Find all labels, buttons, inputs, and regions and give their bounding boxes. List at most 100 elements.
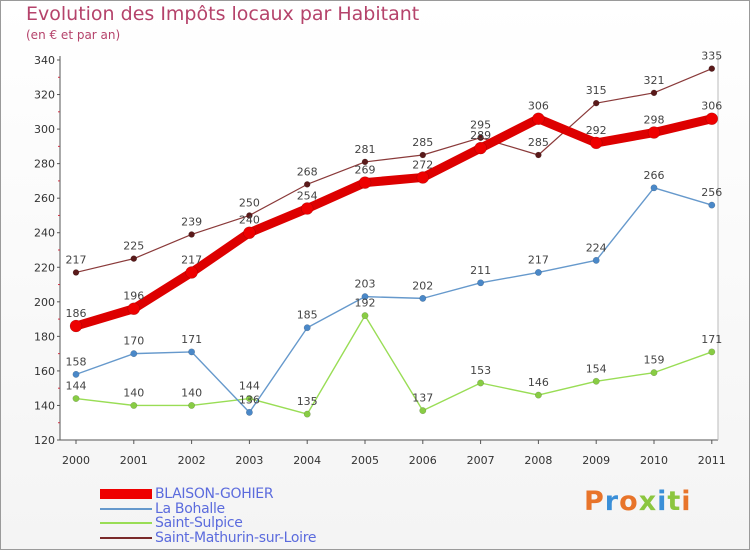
data-point-saint-sulpice xyxy=(534,391,542,399)
logo-letter: i xyxy=(681,486,692,517)
legend-item: Saint-Sulpice xyxy=(100,514,243,531)
data-label-la-bohalle: 170 xyxy=(123,335,144,348)
data-label-saint-sulpice: 154 xyxy=(586,362,607,375)
x-tick-label: 2010 xyxy=(640,454,668,467)
x-tick-label: 2001 xyxy=(120,454,148,467)
data-point-blaison-gohier xyxy=(647,126,661,139)
data-label-saint-mathurin-sur-loire: 217 xyxy=(66,253,87,266)
data-label-la-bohalle: 266 xyxy=(644,169,665,182)
data-point-la-bohalle xyxy=(477,279,485,287)
legend-swatch xyxy=(100,488,152,499)
data-label-la-bohalle: 158 xyxy=(66,355,87,368)
data-label-la-bohalle: 202 xyxy=(412,279,433,292)
data-label-saint-mathurin-sur-loire: 315 xyxy=(586,84,607,97)
plot-area xyxy=(60,60,718,440)
logo-letter: t xyxy=(667,486,682,517)
data-label-blaison-gohier: 289 xyxy=(470,129,491,142)
series-line-la-bohalle xyxy=(75,187,713,414)
legend-label: Saint-Mathurin-sur-Loire xyxy=(155,529,317,546)
data-point-saint-mathurin-sur-loire xyxy=(130,255,138,262)
data-label-saint-mathurin-sur-loire: 225 xyxy=(123,240,144,253)
data-point-saint-mathurin-sur-loire xyxy=(303,181,311,188)
x-tick-label: 2002 xyxy=(178,454,206,467)
data-point-saint-mathurin-sur-loire xyxy=(419,151,427,159)
data-point-saint-sulpice xyxy=(708,348,716,356)
x-tick-label: 2011 xyxy=(698,454,726,467)
data-label-saint-sulpice: 144 xyxy=(66,380,87,393)
data-label-blaison-gohier: 292 xyxy=(586,124,607,137)
data-point-la-bohalle xyxy=(245,408,253,416)
data-point-saint-mathurin-sur-loire xyxy=(477,134,484,141)
legend-item: BLAISON-GOHIER xyxy=(100,486,274,502)
y-tick-label: 240 xyxy=(34,227,55,240)
data-point-saint-mathurin-sur-loire xyxy=(708,65,716,72)
data-label-saint-sulpice: 153 xyxy=(470,364,491,377)
chart-subtitle: (en € et par an) xyxy=(26,28,121,42)
data-label-blaison-gohier: 186 xyxy=(66,307,87,320)
data-point-saint-mathurin-sur-loire xyxy=(650,89,658,97)
logo-letter: P xyxy=(584,486,605,517)
data-label-saint-sulpice: 144 xyxy=(239,380,260,393)
data-point-saint-mathurin-sur-loire xyxy=(188,231,195,238)
data-point-la-bohalle xyxy=(650,184,658,192)
data-point-blaison-gohier xyxy=(300,202,314,215)
logo-letter: i xyxy=(657,486,668,517)
data-label-blaison-gohier: 217 xyxy=(181,253,202,266)
data-point-blaison-gohier xyxy=(589,136,603,150)
legend-swatch xyxy=(100,536,152,539)
y-tick-label: 340 xyxy=(34,54,55,67)
data-label-saint-sulpice: 171 xyxy=(701,333,722,346)
y-tick-label: 280 xyxy=(34,158,55,171)
proxiti-logo: Proxiti xyxy=(584,486,692,517)
data-label-blaison-gohier: 254 xyxy=(297,190,318,203)
x-tick-label: 2009 xyxy=(582,454,610,467)
x-tick-label: 2008 xyxy=(524,454,552,467)
y-tick-label: 320 xyxy=(34,89,55,102)
data-label-saint-sulpice: 137 xyxy=(412,392,433,405)
data-point-la-bohalle xyxy=(188,348,196,356)
x-tick-label: 2003 xyxy=(235,454,263,467)
x-tick-label: 2000 xyxy=(62,454,90,467)
y-tick-label: 300 xyxy=(34,123,55,136)
legend-label: Saint-Sulpice xyxy=(155,514,243,531)
data-label-saint-mathurin-sur-loire: 281 xyxy=(355,143,376,156)
series-line-blaison-gohier xyxy=(71,114,717,331)
data-point-saint-sulpice xyxy=(361,312,369,320)
data-label-la-bohalle: 211 xyxy=(470,264,491,277)
data-label-la-bohalle: 224 xyxy=(586,241,607,254)
data-point-saint-sulpice xyxy=(650,369,658,377)
data-label-blaison-gohier: 269 xyxy=(355,164,376,177)
y-tick-label: 160 xyxy=(34,365,55,378)
data-label-saint-mathurin-sur-loire: 285 xyxy=(412,136,433,149)
data-label-la-bohalle: 136 xyxy=(239,393,260,406)
y-tick-label: 140 xyxy=(34,399,55,412)
logo-letter: r xyxy=(604,486,620,517)
chart-title: Evolution des Impôts locaux par Habitant xyxy=(26,3,420,25)
x-tick-label: 2006 xyxy=(409,454,437,467)
data-label-blaison-gohier: 306 xyxy=(701,100,722,113)
data-label-saint-sulpice: 140 xyxy=(123,386,144,399)
data-point-saint-sulpice xyxy=(303,410,311,418)
data-label-blaison-gohier: 196 xyxy=(123,290,144,303)
x-tick-label: 2005 xyxy=(351,454,379,467)
data-label-saint-mathurin-sur-loire: 285 xyxy=(528,136,549,149)
data-label-saint-mathurin-sur-loire: 295 xyxy=(470,119,491,132)
data-label-blaison-gohier: 306 xyxy=(528,100,549,113)
data-label-saint-mathurin-sur-loire: 239 xyxy=(181,215,202,228)
legend-item: La Bohalle xyxy=(100,500,225,517)
data-label-blaison-gohier: 240 xyxy=(239,214,260,227)
y-tick-label: 180 xyxy=(34,330,55,343)
data-point-la-bohalle xyxy=(534,269,542,276)
data-label-la-bohalle: 256 xyxy=(701,186,722,199)
data-label-blaison-gohier: 298 xyxy=(644,114,665,127)
x-tick-label: 2007 xyxy=(467,454,495,467)
data-point-saint-sulpice xyxy=(72,395,80,402)
data-point-saint-sulpice xyxy=(419,407,427,415)
data-point-blaison-gohier xyxy=(705,112,719,125)
legend-label: La Bohalle xyxy=(155,500,225,517)
data-point-saint-mathurin-sur-loire xyxy=(246,212,253,219)
data-label-saint-mathurin-sur-loire: 250 xyxy=(239,196,260,209)
data-point-saint-mathurin-sur-loire xyxy=(592,99,600,107)
legend-swatch xyxy=(100,507,152,510)
